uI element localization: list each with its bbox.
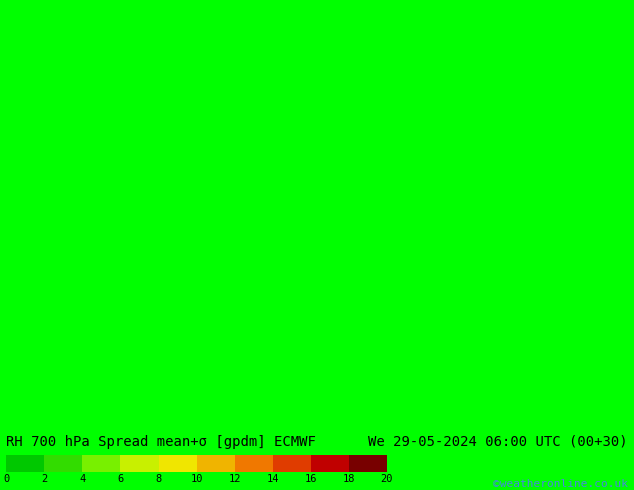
Bar bbox=[273, 455, 311, 472]
Text: RH 700 hPa Spread mean+σ [gpdm] ECMWF: RH 700 hPa Spread mean+σ [gpdm] ECMWF bbox=[6, 435, 316, 449]
Text: 16: 16 bbox=[304, 474, 317, 484]
Bar bbox=[6, 455, 44, 472]
Bar bbox=[235, 455, 273, 472]
Text: 2: 2 bbox=[41, 474, 48, 484]
Text: ©weatheronline.co.uk: ©weatheronline.co.uk bbox=[493, 479, 628, 490]
Text: 14: 14 bbox=[266, 474, 279, 484]
Text: 10: 10 bbox=[190, 474, 203, 484]
Text: 8: 8 bbox=[155, 474, 162, 484]
Bar bbox=[44, 455, 82, 472]
Bar bbox=[349, 455, 387, 472]
Text: 0: 0 bbox=[3, 474, 10, 484]
Text: 6: 6 bbox=[117, 474, 124, 484]
Text: 20: 20 bbox=[380, 474, 393, 484]
Bar bbox=[120, 455, 158, 472]
Bar bbox=[311, 455, 349, 472]
Bar bbox=[158, 455, 197, 472]
Bar bbox=[197, 455, 235, 472]
Text: We 29-05-2024 06:00 UTC (00+30): We 29-05-2024 06:00 UTC (00+30) bbox=[368, 435, 628, 449]
Text: 12: 12 bbox=[228, 474, 241, 484]
Bar bbox=[82, 455, 120, 472]
Text: 18: 18 bbox=[342, 474, 355, 484]
Text: 4: 4 bbox=[79, 474, 86, 484]
